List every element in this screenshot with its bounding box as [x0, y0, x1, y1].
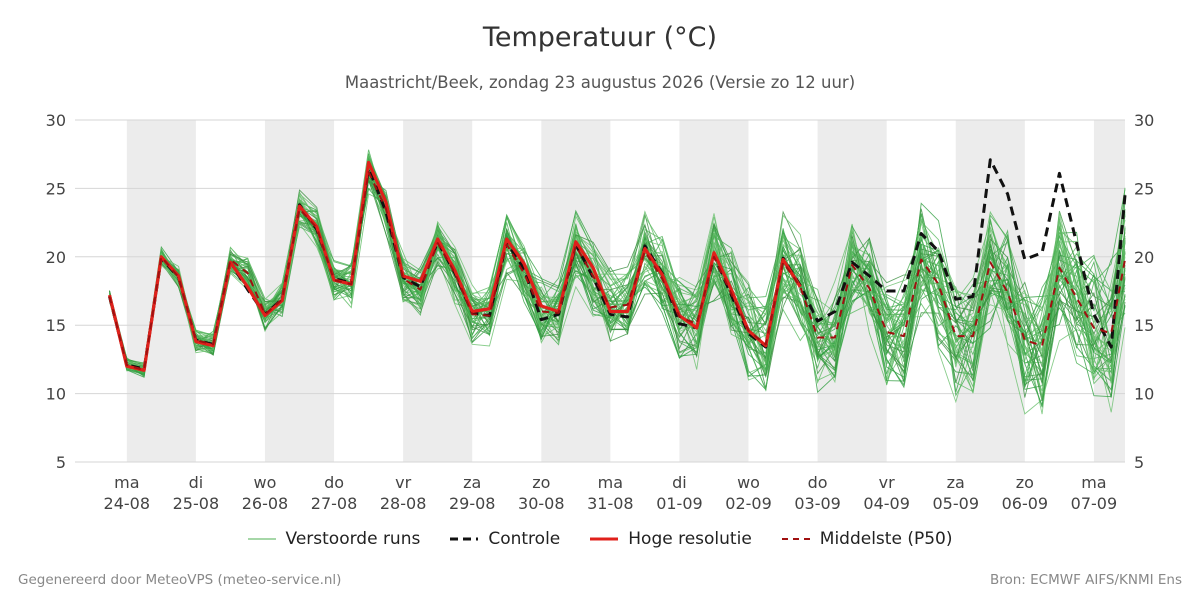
x-tick-label-date: 25-08 — [173, 494, 220, 513]
legend-item-high-resolution: Hoge resolutie — [590, 529, 752, 549]
legend-swatch-perturbed — [247, 538, 276, 540]
series-line-middelste-p50 — [108, 171, 1126, 372]
y-tick-label-right: 20 — [1134, 248, 1154, 267]
y-tick-label-right: 25 — [1134, 179, 1154, 198]
x-tick-label-date: 29-08 — [449, 494, 496, 513]
x-tick-label-date: 31-08 — [587, 494, 634, 513]
legend-label: Verstoorde runs — [285, 529, 421, 549]
legend-item-perturbed-runs: Verstoorde runs — [247, 529, 421, 549]
x-tick-label-date: 02-09 — [725, 494, 772, 513]
day-shading-band — [264, 120, 335, 462]
ensemble-run-line — [109, 170, 1126, 386]
x-tick-label-day: ma — [1081, 473, 1106, 492]
legend-label: Controle — [488, 529, 561, 549]
x-tick-label-day: vr — [879, 473, 895, 492]
x-tick-label-day: wo — [254, 473, 277, 492]
y-tick-label-left: 25 — [46, 179, 66, 198]
legend-label: Hoge resolutie — [628, 529, 752, 549]
footer-generator: Gegenereerd door MeteoVPS (meteo-service… — [18, 572, 342, 588]
ensemble-run-line — [109, 173, 1126, 399]
x-tick-label-date: 24-08 — [104, 494, 151, 513]
x-tick-label-day: di — [189, 473, 204, 492]
x-tick-label-date: 26-08 — [242, 494, 289, 513]
x-tick-label-day: ma — [114, 473, 139, 492]
x-tick-label-day: za — [463, 473, 481, 492]
legend-swatch-control — [450, 537, 479, 541]
x-tick-label-day: za — [947, 473, 965, 492]
chart-subtitle: Maastricht/Beek, zondag 23 augustus 2026… — [344, 73, 856, 92]
y-tick-label-right: 30 — [1134, 111, 1154, 130]
x-tick-label-date: 28-08 — [380, 494, 427, 513]
ensemble-run-line — [109, 153, 1126, 373]
y-tick-label-right: 10 — [1134, 385, 1154, 404]
x-tick-label-day: do — [808, 473, 828, 492]
ensemble-run-line — [109, 164, 1126, 373]
legend-swatch-median — [781, 538, 810, 540]
ensemble-run-line — [109, 157, 1126, 402]
ensemble-run-line — [109, 177, 1126, 367]
y-tick-label-left: 30 — [46, 111, 66, 130]
x-tick-label-date: 01-09 — [656, 494, 703, 513]
legend-swatch-high-resolution — [590, 537, 619, 541]
x-tick-label-date: 30-08 — [518, 494, 565, 513]
legend-item-median: Middelste (P50) — [781, 529, 953, 549]
x-tick-label-day: wo — [737, 473, 760, 492]
x-tick-label-date: 07-09 — [1071, 494, 1118, 513]
legend-item-control: Controle — [450, 529, 560, 549]
y-tick-label-right: 15 — [1134, 316, 1154, 335]
y-tick-label-left: 20 — [46, 248, 66, 267]
chart-title: Temperatuur (°C) — [482, 22, 718, 53]
x-tick-label-day: ma — [598, 473, 623, 492]
series-line-controle — [108, 158, 1127, 371]
legend: Verstoorde runs Controle Hoge resolutie … — [0, 529, 1200, 549]
x-tick-label-day: vr — [395, 473, 411, 492]
x-tick-label-day: zo — [532, 473, 550, 492]
x-tick-label-day: do — [324, 473, 344, 492]
day-shading-band — [126, 120, 196, 462]
legend-label: Middelste (P50) — [819, 529, 953, 549]
y-tick-label-left: 15 — [46, 316, 66, 335]
x-tick-label-date: 03-09 — [794, 494, 841, 513]
y-tick-label-left: 5 — [56, 453, 66, 472]
ensemble-run-line — [109, 157, 1126, 382]
x-tick-label-date: 27-08 — [311, 494, 358, 513]
footer-source: Bron: ECMWF AIFS/KNMI Ens — [989, 572, 1182, 588]
x-tick-label-date: 06-09 — [1002, 494, 1049, 513]
x-tick-label-day: zo — [1016, 473, 1034, 492]
x-tick-label-date: 04-09 — [863, 494, 910, 513]
ensemble-run-line — [109, 171, 1126, 385]
y-tick-label-left: 10 — [46, 385, 66, 404]
y-tick-label-right: 5 — [1134, 453, 1144, 472]
x-tick-label-date: 05-09 — [933, 494, 980, 513]
x-tick-label-day: di — [672, 473, 687, 492]
